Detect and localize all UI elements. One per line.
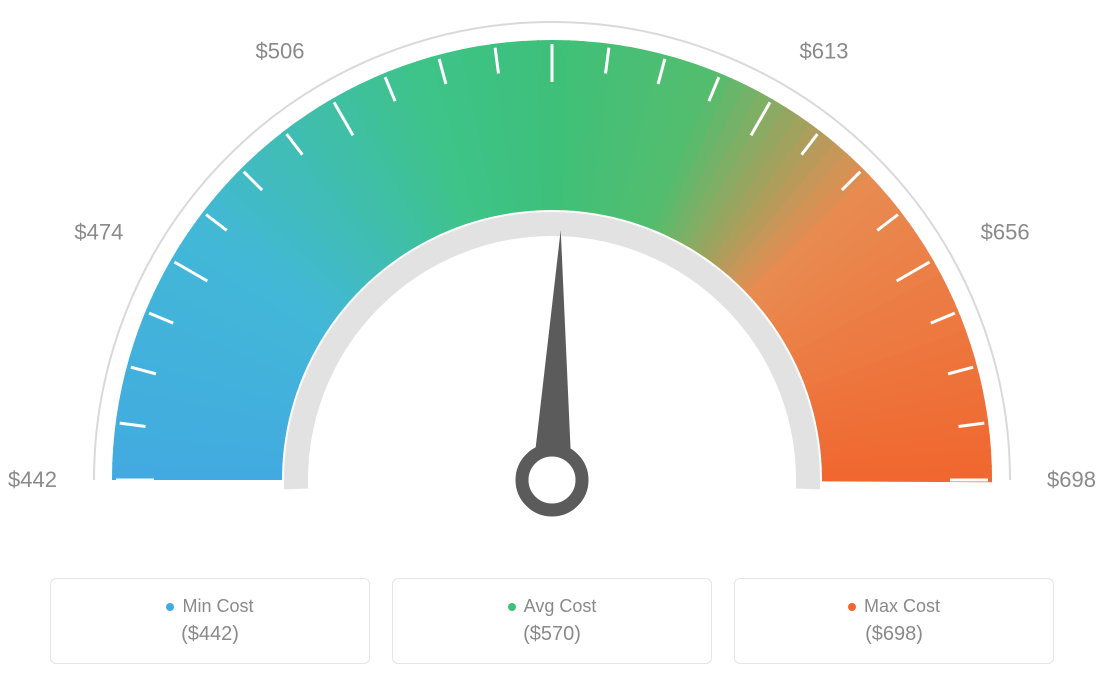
legend-title-label: Min Cost: [182, 596, 253, 617]
legend-row: Min Cost ($442) Avg Cost ($570) Max Cost…: [0, 578, 1104, 664]
svg-text:$474: $474: [74, 220, 123, 245]
bullet-icon: [166, 603, 174, 611]
legend-title-label: Max Cost: [864, 596, 940, 617]
gauge-chart: $442$474$506$570$613$656$698: [0, 0, 1104, 560]
legend-card-avg: Avg Cost ($570): [392, 578, 712, 664]
legend-value-min: ($442): [181, 623, 239, 646]
legend-card-min: Min Cost ($442): [50, 578, 370, 664]
bullet-icon: [848, 603, 856, 611]
bullet-icon: [508, 603, 516, 611]
gauge-container: $442$474$506$570$613$656$698: [0, 0, 1104, 560]
svg-text:$698: $698: [1047, 467, 1096, 492]
legend-value-avg: ($570): [523, 623, 581, 646]
legend-card-max: Max Cost ($698): [734, 578, 1054, 664]
legend-title-label: Avg Cost: [524, 596, 597, 617]
legend-title-max: Max Cost: [848, 596, 940, 617]
svg-text:$442: $442: [8, 467, 57, 492]
legend-title-avg: Avg Cost: [508, 596, 597, 617]
legend-title-min: Min Cost: [166, 596, 253, 617]
svg-text:$506: $506: [256, 38, 305, 63]
svg-text:$613: $613: [800, 38, 849, 63]
svg-text:$656: $656: [981, 220, 1030, 245]
legend-value-max: ($698): [865, 623, 923, 646]
